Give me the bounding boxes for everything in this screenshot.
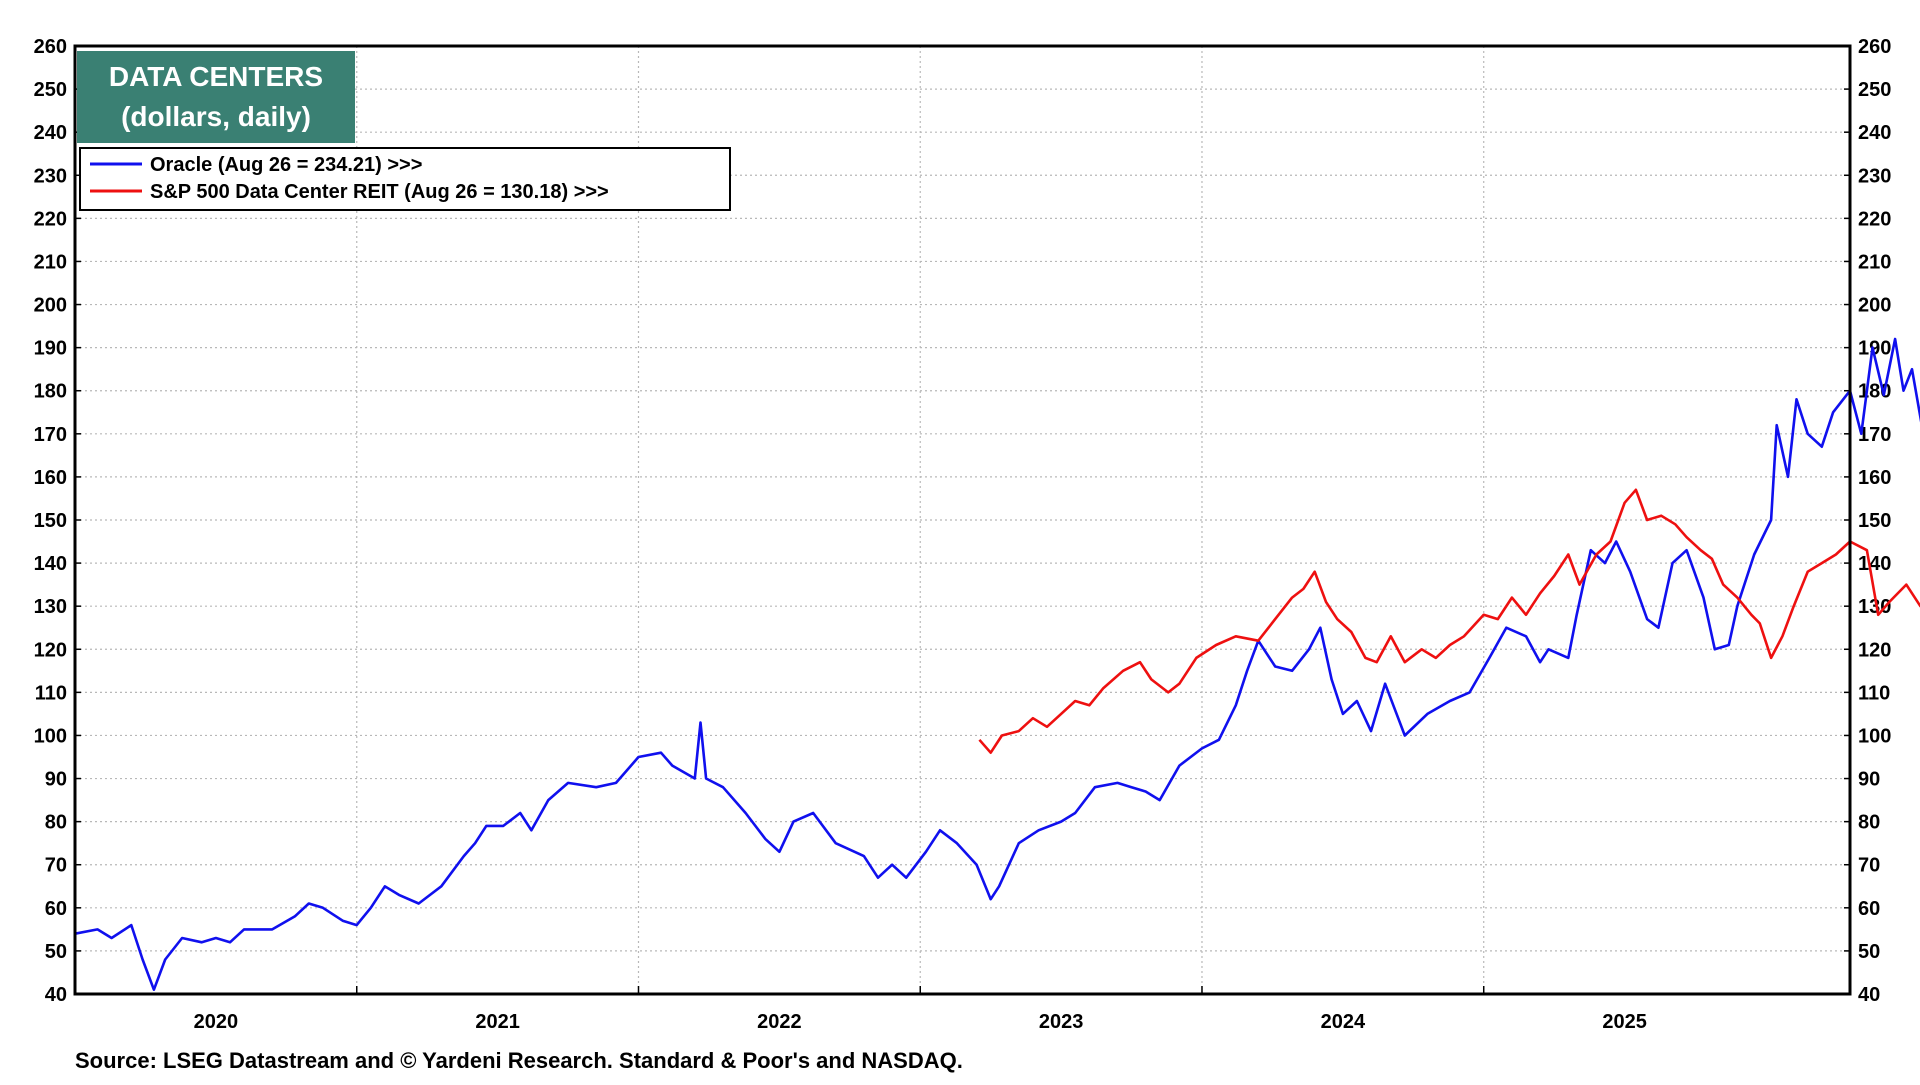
y-tick-label-right: 80	[1858, 812, 1880, 834]
tick-layer: 40 40 50 50 60 60 70 70 80 80 90 90 100 100 110 110 120 1…	[34, 36, 1892, 1033]
y-tick-label-right: 130	[1858, 596, 1891, 618]
y-tick-label-right: 260	[1858, 36, 1891, 58]
y-tick-label-left: 140	[34, 553, 67, 575]
y-tick-label-left: 200	[34, 295, 67, 317]
y-tick-label-right: 210	[1858, 251, 1891, 273]
y-tick-label-left: 100	[34, 725, 67, 747]
source-note: Source: LSEG Datastream and © Yardeni Re…	[75, 1048, 963, 1073]
title-box: DATA CENTERS (dollars, daily)	[77, 51, 355, 143]
chart-title: DATA CENTERS	[109, 61, 323, 92]
y-tick-label-right: 250	[1858, 79, 1891, 101]
series-line-0	[74, 337, 1920, 992]
y-tick-label-left: 60	[45, 898, 67, 920]
y-tick-label-right: 200	[1858, 295, 1891, 317]
x-tick-label: 2025	[1602, 1011, 1647, 1033]
y-tick-label-left: 120	[34, 639, 67, 661]
y-tick-label-left: 80	[45, 812, 67, 834]
x-tick-label: 2023	[1039, 1011, 1084, 1033]
y-tick-label-left: 130	[34, 596, 67, 618]
y-tick-label-left: 160	[34, 467, 67, 489]
y-tick-label-right: 70	[1858, 855, 1880, 877]
y-tick-label-right: 40	[1858, 984, 1880, 1006]
y-tick-label-right: 150	[1858, 510, 1891, 532]
x-tick-label: 2020	[194, 1011, 239, 1033]
y-tick-label-left: 190	[34, 338, 67, 360]
y-tick-label-right: 160	[1858, 467, 1891, 489]
y-tick-label-right: 100	[1858, 725, 1891, 747]
y-tick-label-right: 60	[1858, 898, 1880, 920]
y-tick-label-right: 190	[1858, 338, 1891, 360]
y-tick-label-left: 110	[35, 682, 67, 704]
y-tick-label-right: 140	[1858, 553, 1891, 575]
x-tick-label: 2022	[757, 1011, 802, 1033]
y-tick-label-left: 40	[45, 984, 67, 1006]
y-tick-label-right: 170	[1858, 424, 1891, 446]
legend: Oracle (Aug 26 = 234.21) >>> S&P 500 Dat…	[79, 147, 731, 211]
plot-frame	[73, 44, 1852, 996]
x-tick-label: 2024	[1321, 1011, 1366, 1033]
y-tick-label-left: 250	[34, 79, 67, 101]
y-tick-label-right: 230	[1858, 165, 1891, 187]
y-tick-label-right: 120	[1858, 639, 1891, 661]
y-tick-label-left: 50	[45, 941, 67, 963]
y-tick-label-left: 220	[34, 208, 67, 230]
legend-label-oracle: Oracle (Aug 26 = 234.21) >>>	[150, 154, 422, 176]
y-tick-label-left: 70	[45, 855, 67, 877]
x-tick-label: 2021	[475, 1011, 520, 1033]
y-tick-label-left: 260	[34, 36, 67, 58]
y-tick-label-left: 90	[45, 769, 67, 791]
y-tick-label-right: 220	[1858, 208, 1891, 230]
y-tick-label-left: 180	[34, 381, 67, 403]
y-tick-label-left: 170	[34, 424, 67, 446]
y-tick-label-right: 110	[1858, 682, 1890, 704]
series-layer	[74, 337, 1920, 992]
legend-box	[79, 147, 731, 211]
y-tick-label-right: 90	[1858, 769, 1880, 791]
y-tick-label-left: 230	[34, 165, 67, 187]
chart-subtitle: (dollars, daily)	[121, 101, 311, 132]
title-box-background	[77, 51, 355, 143]
y-tick-label-left: 150	[34, 510, 67, 532]
y-tick-label-left: 240	[34, 122, 67, 144]
y-tick-label-right: 50	[1858, 941, 1880, 963]
series-line-1	[978, 488, 1920, 755]
y-tick-label-right: 240	[1858, 122, 1891, 144]
legend-label-reit: S&P 500 Data Center REIT (Aug 26 = 130.1…	[150, 181, 609, 203]
y-tick-label-left: 210	[34, 251, 67, 273]
